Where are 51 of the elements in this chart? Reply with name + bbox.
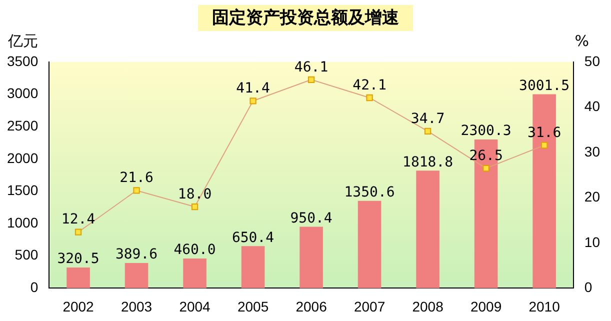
y-axis-title: 亿元 (8, 32, 38, 51)
y2-axis-title: % (574, 32, 589, 50)
data-label: 650.4 (232, 230, 274, 246)
x-tick-label: 2009 (470, 298, 502, 314)
y2-tick-label: 0 (584, 279, 592, 296)
y-tick-label: 2500 (6, 117, 38, 134)
data-label: 12.4 (61, 212, 96, 228)
x-tick-label: 2010 (528, 298, 560, 314)
x-tick-label: 2003 (120, 298, 152, 314)
bar (124, 263, 148, 288)
x-tick-label: 2004 (179, 298, 211, 314)
data-label: 2300.3 (460, 123, 512, 140)
bar (300, 226, 323, 288)
y-tick-label: 1000 (6, 214, 38, 230)
y-tick-label: 500 (14, 246, 38, 263)
data-label: 42.1 (352, 77, 386, 94)
x-tick-label: 2002 (62, 298, 94, 314)
chart-title: 固定资产投资总额及增速 (198, 5, 413, 31)
y-tick-label: 3000 (6, 85, 38, 102)
bar (416, 170, 440, 288)
data-label: 18.0 (178, 186, 212, 202)
y2-tick-label: 50 (584, 52, 600, 69)
data-label: 460.0 (174, 242, 216, 258)
y-tick-label: 0 (30, 279, 38, 296)
data-label: 1818.8 (402, 154, 454, 170)
x-tick-label: 2006 (296, 298, 328, 314)
x-tick-label: 2005 (237, 298, 269, 314)
data-label: 320.5 (57, 251, 100, 268)
y-tick-label: 1500 (6, 182, 38, 198)
data-label: 31.6 (527, 124, 562, 141)
y-tick-label: 3500 (6, 52, 38, 69)
data-label: 41.4 (236, 80, 270, 97)
data-label: 46.1 (294, 59, 328, 76)
bar (66, 267, 90, 288)
bar (183, 258, 206, 288)
data-label: 21.6 (120, 170, 154, 186)
x-tick-label: 2007 (354, 298, 386, 314)
y-tick-label: 2000 (6, 150, 38, 166)
bar (358, 200, 382, 288)
bar (241, 246, 265, 288)
y2-tick-label: 40 (584, 98, 600, 114)
x-tick-label: 2008 (412, 298, 444, 314)
data-label: 3001.5 (519, 78, 570, 94)
data-label: 389.6 (115, 246, 158, 263)
data-label: 950.4 (290, 210, 332, 226)
y2-tick-label: 20 (584, 188, 600, 205)
y2-tick-label: 30 (584, 143, 600, 160)
data-label: 34.7 (410, 110, 445, 127)
data-label: 1350.6 (344, 184, 395, 201)
data-label: 26.5 (469, 148, 503, 164)
y2-tick-label: 10 (584, 234, 600, 250)
